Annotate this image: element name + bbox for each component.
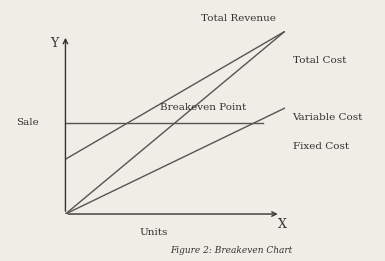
- Text: X: X: [278, 218, 287, 232]
- Text: Units: Units: [139, 228, 167, 237]
- Text: Y: Y: [50, 37, 59, 50]
- Text: Variable Cost: Variable Cost: [293, 113, 363, 122]
- Text: Total Cost: Total Cost: [293, 56, 346, 64]
- Text: Figure 2: Breakeven Chart: Figure 2: Breakeven Chart: [170, 246, 292, 255]
- Text: Total Revenue: Total Revenue: [201, 15, 276, 23]
- Text: Sale: Sale: [17, 118, 39, 127]
- Text: Fixed Cost: Fixed Cost: [293, 142, 349, 151]
- Text: Breakeven Point: Breakeven Point: [160, 103, 246, 112]
